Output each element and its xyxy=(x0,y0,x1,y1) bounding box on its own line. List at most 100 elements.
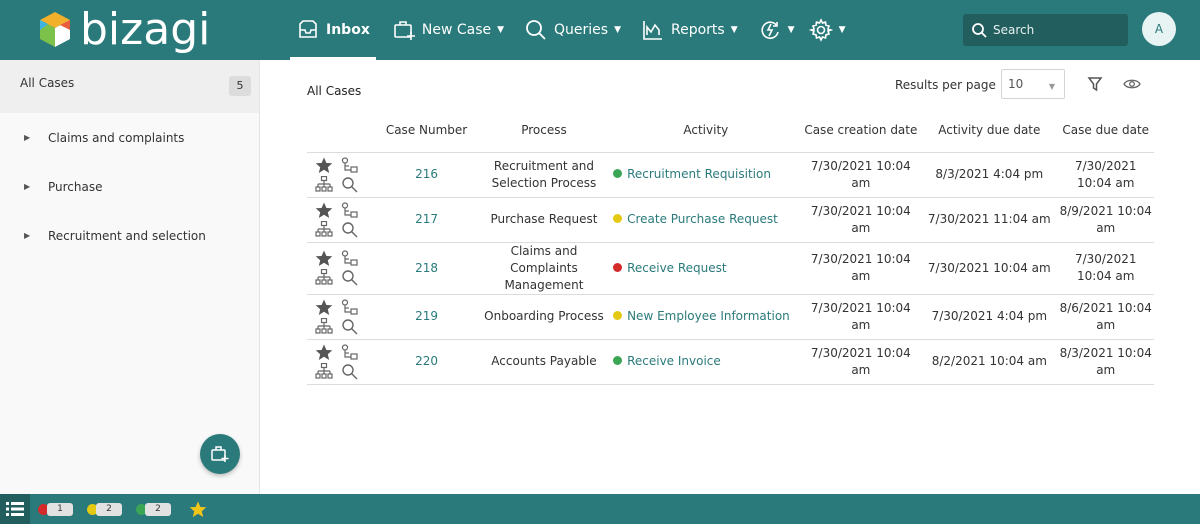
activity-cell[interactable]: Receive Request xyxy=(611,242,801,295)
case-number-link[interactable]: 216 xyxy=(376,152,477,198)
hierarchy-icon[interactable] xyxy=(315,220,333,238)
sidebar-item-all-cases[interactable]: All Cases 5 xyxy=(0,60,259,113)
magnifier-icon[interactable] xyxy=(341,318,359,335)
activity-cell[interactable]: Recruitment Requisition xyxy=(611,152,801,198)
results-per-page-select[interactable]: 10 ▼ xyxy=(1001,69,1065,99)
process-cell: Onboarding Process xyxy=(476,294,612,340)
magnifier-icon[interactable] xyxy=(341,269,359,286)
filter-icon[interactable] xyxy=(1087,76,1103,92)
activity-link[interactable]: Create Purchase Request xyxy=(627,212,778,226)
star-icon[interactable] xyxy=(315,299,333,316)
favorites-star-icon[interactable] xyxy=(189,501,207,518)
case-due-date-cell: 8/3/2021 10:04 am xyxy=(1057,339,1154,385)
process-cell: Accounts Payable xyxy=(476,339,612,385)
activity-cell[interactable]: Create Purchase Request xyxy=(611,197,801,243)
on-time-count: 2 xyxy=(145,502,171,516)
table-row[interactable]: 217 Purchase Request Create Purchase Req… xyxy=(307,197,1154,243)
hierarchy-icon[interactable] xyxy=(315,175,333,193)
status-dot-icon xyxy=(613,214,623,223)
sidebar-item-label: All Cases xyxy=(20,76,75,90)
hierarchy-icon[interactable] xyxy=(315,362,333,380)
table-row[interactable]: 216 Recruitment and Selection Process Re… xyxy=(307,152,1154,198)
reports-chart-icon xyxy=(643,21,663,40)
brand-name: bizagi xyxy=(80,4,211,55)
at-risk-count: 2 xyxy=(96,502,122,516)
new-case-icon xyxy=(211,446,229,462)
workflow-icon[interactable] xyxy=(341,298,359,316)
workflow-icon[interactable] xyxy=(341,156,359,174)
yellow-dot-icon xyxy=(87,503,98,515)
sidebar-item-recruitment[interactable]: ▶ Recruitment and selection xyxy=(0,211,259,260)
activity-link[interactable]: New Employee Information xyxy=(627,309,790,323)
activity-cell[interactable]: Receive Invoice xyxy=(611,339,801,385)
caret-right-icon: ▶ xyxy=(24,231,31,240)
workflow-icon[interactable] xyxy=(341,250,359,267)
eye-icon[interactable] xyxy=(1123,77,1141,91)
on-time-counter[interactable]: 2 xyxy=(136,502,171,516)
main-nav: Inbox New Case ▼ Queries ▼ Reports ▼ xyxy=(284,0,855,60)
case-number-link[interactable]: 220 xyxy=(376,339,477,385)
col-activity-due-date[interactable]: Activity due date xyxy=(921,110,1058,153)
table-row[interactable]: 219 Onboarding Process New Employee Info… xyxy=(307,294,1154,340)
nav-settings[interactable]: ▼ xyxy=(805,0,856,60)
sidebar-item-claims[interactable]: ▶ Claims and complaints xyxy=(0,113,259,162)
col-case-number[interactable]: Case Number xyxy=(376,110,477,153)
star-icon[interactable] xyxy=(315,250,333,267)
new-case-fab[interactable] xyxy=(200,434,240,474)
star-icon[interactable] xyxy=(315,202,333,219)
status-dot-icon xyxy=(613,311,623,320)
nav-new-case-label: New Case xyxy=(421,22,492,38)
cases-table: Case Number Process Activity Case creati… xyxy=(307,110,1154,385)
nav-new-case[interactable]: New Case ▼ xyxy=(382,0,514,60)
user-avatar[interactable]: A xyxy=(1142,12,1176,46)
table-row[interactable]: 220 Accounts Payable Receive Invoice 7/3… xyxy=(307,339,1154,385)
activity-link[interactable]: Receive Invoice xyxy=(627,354,721,368)
activity-link[interactable]: Recruitment Requisition xyxy=(627,167,771,181)
case-creation-date-cell: 7/30/2021 10:04 am xyxy=(800,197,922,243)
case-number-link[interactable]: 217 xyxy=(376,197,477,243)
workflow-icon[interactable] xyxy=(341,201,359,219)
status-dot-icon xyxy=(613,356,623,365)
col-case-due-date[interactable]: Case due date xyxy=(1057,110,1154,153)
star-icon[interactable] xyxy=(315,344,333,361)
col-activity[interactable]: Activity xyxy=(611,110,801,153)
case-creation-date-cell: 7/30/2021 10:04 am xyxy=(800,242,922,295)
activity-due-date-cell: 7/30/2021 4:04 pm xyxy=(921,294,1058,340)
bizagi-logo[interactable]: bizagi xyxy=(38,6,228,54)
activity-due-date-cell: 8/3/2021 4:04 pm xyxy=(921,152,1058,198)
caret-right-icon: ▶ xyxy=(24,182,31,191)
activity-link[interactable]: Receive Request xyxy=(627,260,727,275)
search-input[interactable] xyxy=(993,23,1123,37)
results-per-page-label: Results per page xyxy=(895,78,996,92)
inbox-icon xyxy=(299,20,317,38)
results-per-page-value: 10 xyxy=(1008,77,1024,91)
sidebar-item-label: Claims and complaints xyxy=(48,130,185,145)
status-dot-icon xyxy=(613,262,623,272)
col-case-creation-date[interactable]: Case creation date xyxy=(800,110,922,153)
case-number-link[interactable]: 219 xyxy=(376,294,477,340)
magnifier-icon[interactable] xyxy=(341,221,359,238)
hierarchy-icon[interactable] xyxy=(315,317,333,335)
col-process[interactable]: Process xyxy=(476,110,612,153)
overdue-count: 1 xyxy=(47,502,73,516)
at-risk-counter[interactable]: 2 xyxy=(87,502,122,516)
overdue-counter[interactable]: 1 xyxy=(38,502,73,516)
nav-automation[interactable]: ▼ xyxy=(748,0,805,60)
list-menu-icon[interactable] xyxy=(0,494,30,524)
activity-cell[interactable]: New Employee Information xyxy=(611,294,801,340)
nav-queries[interactable]: Queries ▼ xyxy=(514,0,631,60)
activity-due-date-cell: 7/30/2021 10:04 am xyxy=(921,242,1058,295)
magnifier-icon[interactable] xyxy=(341,176,359,193)
magnifier-icon[interactable] xyxy=(341,363,359,380)
sidebar-item-purchase[interactable]: ▶ Purchase xyxy=(0,162,259,211)
status-dot-icon xyxy=(613,169,623,178)
automation-icon xyxy=(761,21,779,39)
workflow-icon[interactable] xyxy=(341,343,359,361)
list-icon xyxy=(6,502,24,516)
nav-reports[interactable]: Reports ▼ xyxy=(631,0,748,60)
table-row[interactable]: 218 Claims and Complaints Management Rec… xyxy=(307,242,1154,295)
star-icon[interactable] xyxy=(315,157,333,174)
nav-inbox[interactable]: Inbox xyxy=(284,0,382,60)
case-number-link[interactable]: 218 xyxy=(376,242,477,295)
hierarchy-icon[interactable] xyxy=(315,269,333,286)
